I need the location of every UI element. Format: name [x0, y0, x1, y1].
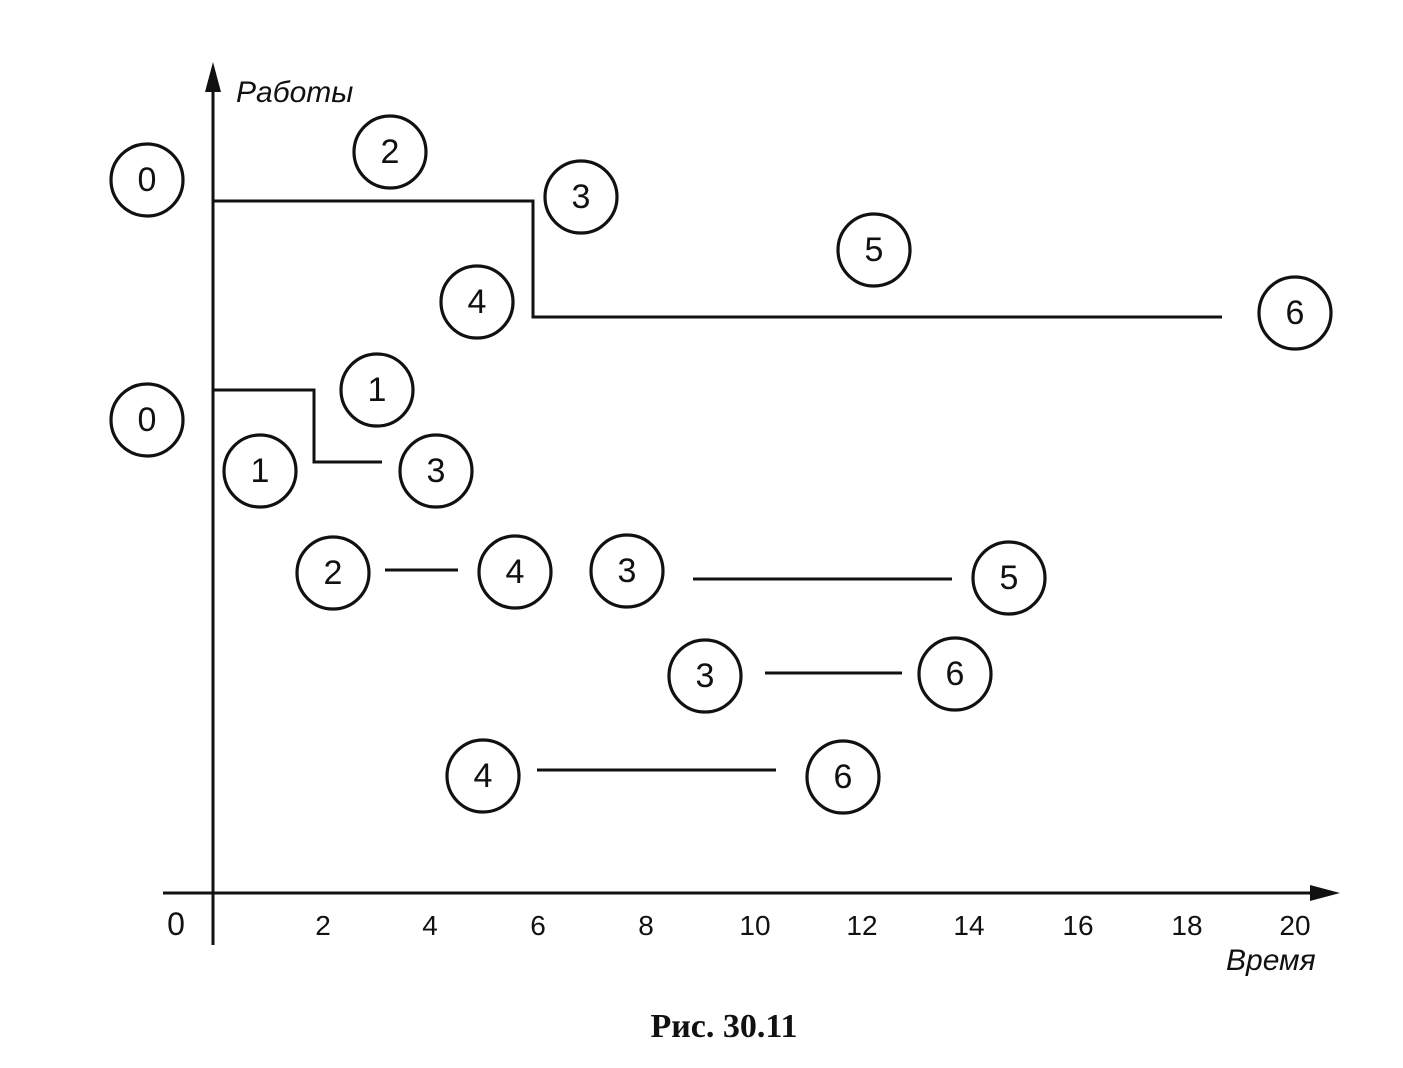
event-node-circle [352, 114, 428, 190]
event-node-circle [589, 533, 665, 609]
event-nodes: 0 2 3 5 4 6 1 0 1 3 2 4 3 5 3 6 4 [109, 114, 1333, 815]
x-tick-label: 10 [739, 910, 770, 941]
event-node-circle [1257, 275, 1333, 351]
event-node-label: 6 [1286, 294, 1305, 332]
x-tick-label: 4 [422, 910, 438, 941]
event-node-label: 2 [381, 133, 400, 171]
event-node-label: 3 [696, 657, 715, 695]
event-node-circle [339, 352, 415, 428]
x-axis-title: Время [1226, 944, 1316, 977]
event-node-circle [917, 636, 993, 712]
event-node-circle [109, 382, 185, 458]
y-axis-title: Работы [236, 76, 353, 109]
event-node-label: 0 [138, 161, 157, 199]
x-tick-label: 18 [1171, 910, 1202, 941]
y-axis-arrow [205, 62, 221, 92]
event-node-circle [295, 535, 371, 611]
event-node-circle [445, 738, 521, 814]
event-node-label: 4 [506, 553, 525, 591]
event-node-label: 6 [834, 758, 853, 796]
event-node-circle [398, 433, 474, 509]
event-node-label: 1 [251, 452, 270, 490]
x-tick-label: 8 [638, 910, 654, 941]
link-top-path [213, 199, 1222, 319]
x-tick-labels: 2 4 6 8 10 12 14 16 18 20 [315, 910, 1310, 941]
x-tick-label: 2 [315, 910, 331, 941]
origin-label: 0 [167, 906, 185, 942]
event-node-circle [439, 264, 515, 340]
event-node-label: 2 [324, 554, 343, 592]
event-node-label: 3 [572, 178, 591, 216]
event-node-circle [805, 739, 881, 815]
event-node-label: 6 [946, 655, 965, 693]
event-node-circle [836, 212, 912, 288]
event-node-label: 5 [1000, 559, 1019, 597]
axes [163, 62, 1340, 945]
event-node-circle [971, 540, 1047, 616]
event-node-label: 4 [474, 757, 493, 795]
event-node-circle [109, 142, 185, 218]
event-node-label: 3 [427, 452, 446, 490]
event-node-label: 3 [618, 552, 637, 590]
link-middle-path [213, 388, 382, 464]
x-tick-label: 6 [530, 910, 546, 941]
x-tick-label: 12 [846, 910, 877, 941]
x-axis-arrow [1310, 885, 1340, 901]
event-node-circle [222, 433, 298, 509]
event-node-label: 4 [468, 283, 487, 321]
event-node-circle [543, 159, 619, 235]
event-node-circle [477, 534, 553, 610]
x-tick-label: 16 [1062, 910, 1093, 941]
event-node-label: 1 [368, 371, 387, 409]
event-node-label: 0 [138, 401, 157, 439]
links [213, 199, 1222, 772]
x-tick-label: 14 [953, 910, 984, 941]
event-node-label: 5 [865, 231, 884, 269]
event-node-circle [667, 638, 743, 714]
figure-caption: Рис. 30.11 [650, 1008, 797, 1045]
x-tick-label: 20 [1279, 910, 1310, 941]
